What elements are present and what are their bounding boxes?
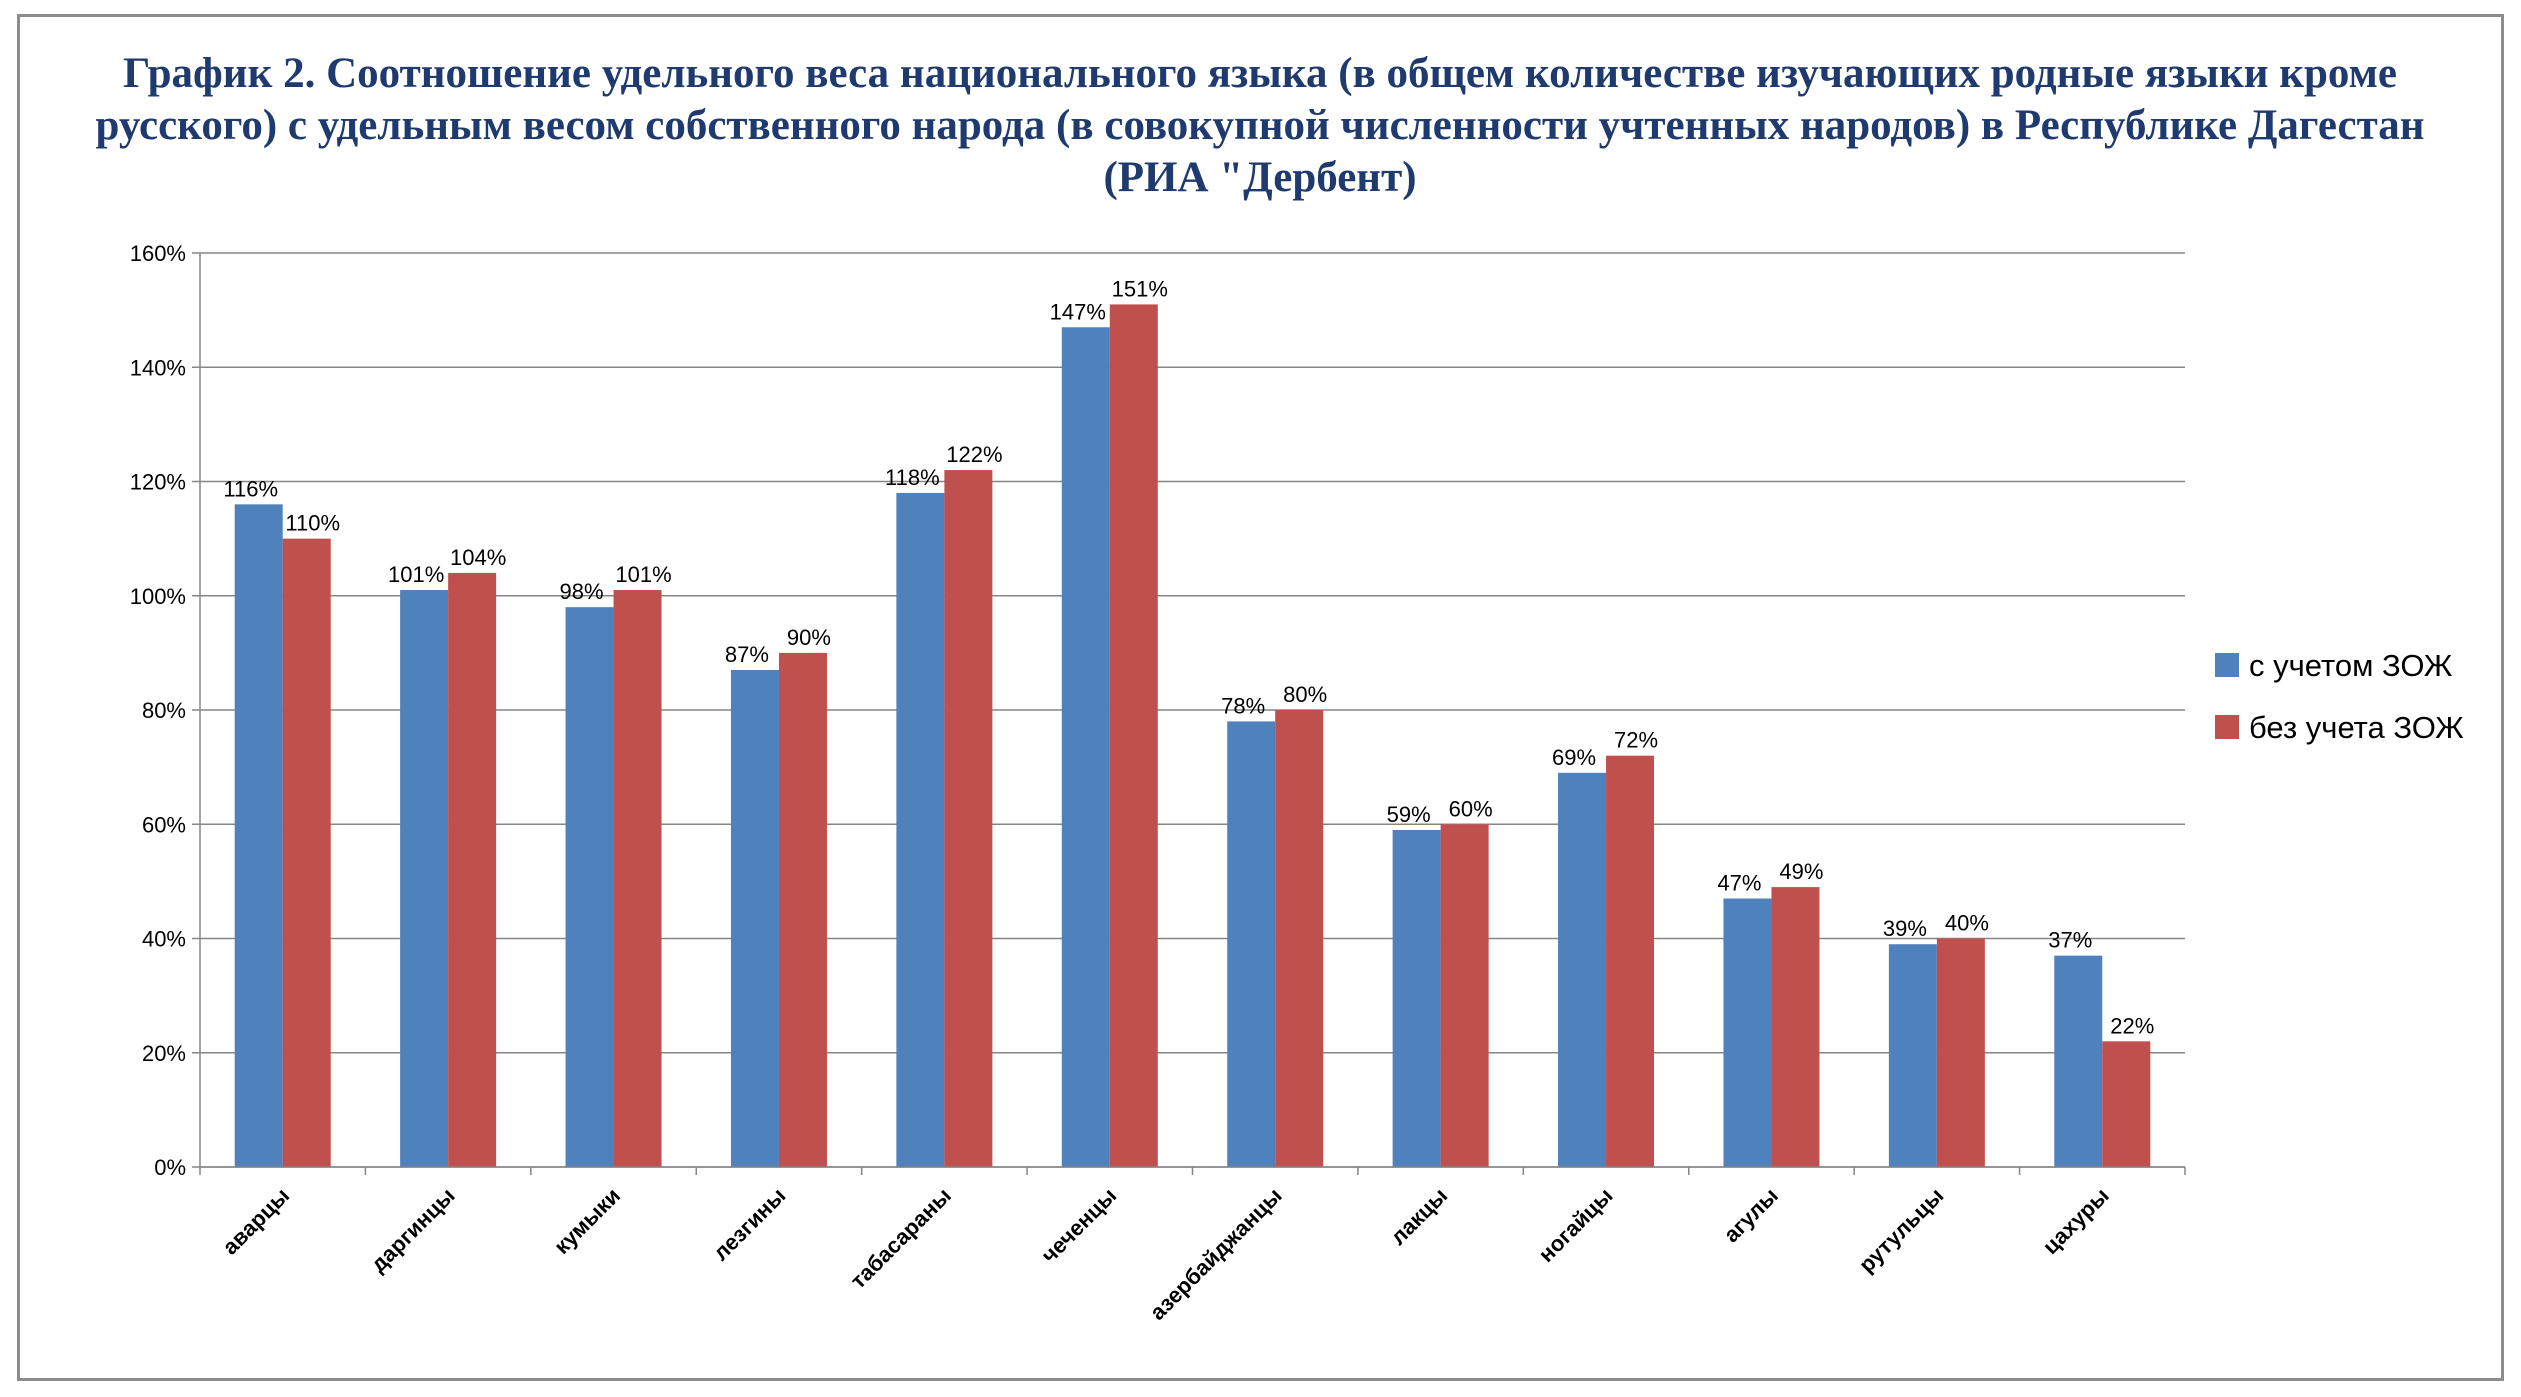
bar-without-zozh <box>1936 938 1985 1167</box>
bar-without-zozh <box>1275 710 1324 1167</box>
bar-with-zozh <box>234 504 283 1168</box>
bar-with-zozh <box>400 590 449 1167</box>
y-tick-label: 40% <box>142 927 186 952</box>
bar-without-zozh <box>1771 887 1820 1167</box>
x-category-label: табасараны <box>845 1183 956 1294</box>
data-label: 110% <box>285 511 340 536</box>
x-category-label: чеченцы <box>1036 1183 1121 1268</box>
data-label: 118% <box>885 465 940 490</box>
bar-with-zozh <box>730 670 779 1167</box>
data-label: 98% <box>560 579 604 604</box>
data-label: 101% <box>388 562 444 587</box>
x-category-label: агулы <box>1719 1183 1783 1247</box>
y-axis: 0% 20% 40% 60% 80% 100% 120% 140% 160% <box>130 241 201 1180</box>
data-labels: 116%110%101%104%98%101%87%90%118%122%147… <box>223 276 2154 1038</box>
data-label: 60% <box>1449 796 1493 821</box>
data-label: 151% <box>1112 276 1168 301</box>
bar-with-zozh <box>1061 327 1110 1167</box>
data-label: 101% <box>615 562 671 587</box>
data-label: 122% <box>946 442 1002 467</box>
bar-with-zozh <box>1227 721 1276 1167</box>
bar-with-zozh <box>1558 772 1607 1167</box>
y-tick-label: 100% <box>130 584 186 609</box>
bar-without-zozh <box>1440 824 1489 1167</box>
bar-with-zozh <box>1723 898 1772 1167</box>
data-label: 80% <box>1283 682 1327 707</box>
x-category-label: даргинцы <box>366 1183 460 1277</box>
data-label: 90% <box>787 625 831 650</box>
y-tick-label: 0% <box>154 1155 186 1180</box>
bar-without-zozh <box>944 470 993 1167</box>
data-label: 59% <box>1387 802 1431 827</box>
bar-with-zozh <box>896 492 945 1167</box>
legend-label: с учетом ЗОЖ <box>2249 648 2453 683</box>
data-label: 78% <box>1221 693 1265 718</box>
data-label: 40% <box>1945 911 1989 936</box>
bar-with-zozh <box>565 607 614 1167</box>
x-category-label: лакцы <box>1385 1183 1452 1250</box>
x-category-label: ногайцы <box>1533 1183 1617 1267</box>
bars <box>234 304 2151 1168</box>
chart-title: График 2. Соотношение удельного веса нац… <box>95 50 2425 201</box>
x-category-label: цахуры <box>2038 1183 2114 1259</box>
y-tick-label: 20% <box>142 1041 186 1066</box>
y-tick-label: 120% <box>130 470 186 495</box>
gridlines <box>200 252 2185 1168</box>
data-label: 147% <box>1050 299 1106 324</box>
data-label: 72% <box>1614 728 1658 753</box>
data-label: 69% <box>1552 745 1596 770</box>
x-category-label: аварцы <box>218 1183 295 1260</box>
data-label: 87% <box>725 642 769 667</box>
bar-without-zozh <box>1109 304 1158 1168</box>
bar-without-zozh <box>282 538 331 1167</box>
bar-without-zozh <box>2102 1041 2151 1167</box>
legend-label: без учета ЗОЖ <box>2249 710 2464 745</box>
data-label: 49% <box>1779 859 1823 884</box>
legend-swatch <box>2215 715 2239 739</box>
legend-swatch <box>2215 653 2239 677</box>
y-tick-label: 80% <box>142 698 186 723</box>
data-label: 104% <box>450 545 506 570</box>
bar-with-zozh <box>1392 829 1441 1167</box>
y-tick-label: 160% <box>130 241 186 266</box>
legend: с учетом ЗОЖ без учета ЗОЖ <box>2215 648 2464 745</box>
bar-without-zozh <box>1606 755 1655 1167</box>
bar-without-zozh <box>448 572 497 1167</box>
y-tick-label: 140% <box>130 355 186 380</box>
data-label: 37% <box>2048 928 2092 953</box>
x-category-label: рутульцы <box>1854 1183 1949 1278</box>
data-label: 39% <box>1883 916 1927 941</box>
x-category-label: лезгины <box>708 1183 790 1265</box>
data-label: 22% <box>2110 1013 2154 1038</box>
data-label: 116% <box>223 476 278 501</box>
bar-with-zozh <box>1888 944 1937 1167</box>
x-axis: аварцы даргинцы кумыки лезгины табасараны чеч… <box>199 1166 2186 1325</box>
y-tick-label: 60% <box>142 812 186 837</box>
bar-with-zozh <box>2054 955 2103 1167</box>
x-category-label: кумыки <box>549 1183 625 1259</box>
bar-without-zozh <box>613 590 662 1167</box>
bar-without-zozh <box>778 652 827 1167</box>
x-category-label: азербайджанцы <box>1145 1183 1287 1325</box>
data-label: 47% <box>1717 871 1761 896</box>
